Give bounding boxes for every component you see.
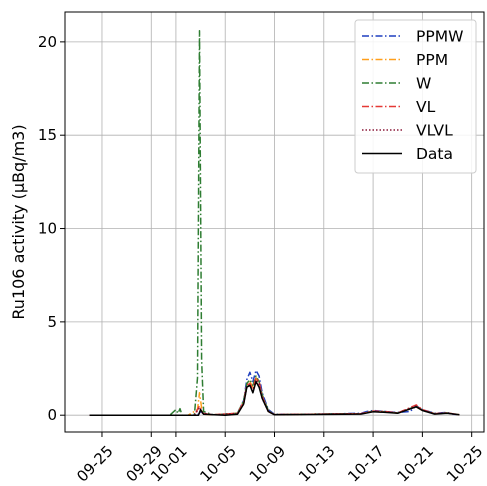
y-axis: 0 5 10 15 20 xyxy=(38,33,65,424)
y-tick-label: 15 xyxy=(38,126,57,144)
legend-label: PPM xyxy=(416,51,448,69)
legend-box xyxy=(354,19,477,174)
legend-label: VLVL xyxy=(416,122,453,140)
y-tick-label: 20 xyxy=(38,33,57,51)
y-tick-label: 10 xyxy=(38,220,57,238)
y-axis-label: Ru106 activity (µBq/m3) xyxy=(9,124,28,319)
series-line-data xyxy=(89,380,460,416)
y-tick-label: 0 xyxy=(47,406,57,424)
legend-label: VL xyxy=(416,98,436,116)
legend-label: W xyxy=(416,75,431,93)
y-tick-label: 5 xyxy=(47,313,57,331)
legend-label: Data xyxy=(416,145,453,163)
legend-label: PPMW xyxy=(416,28,463,46)
plot-lines xyxy=(89,29,460,416)
